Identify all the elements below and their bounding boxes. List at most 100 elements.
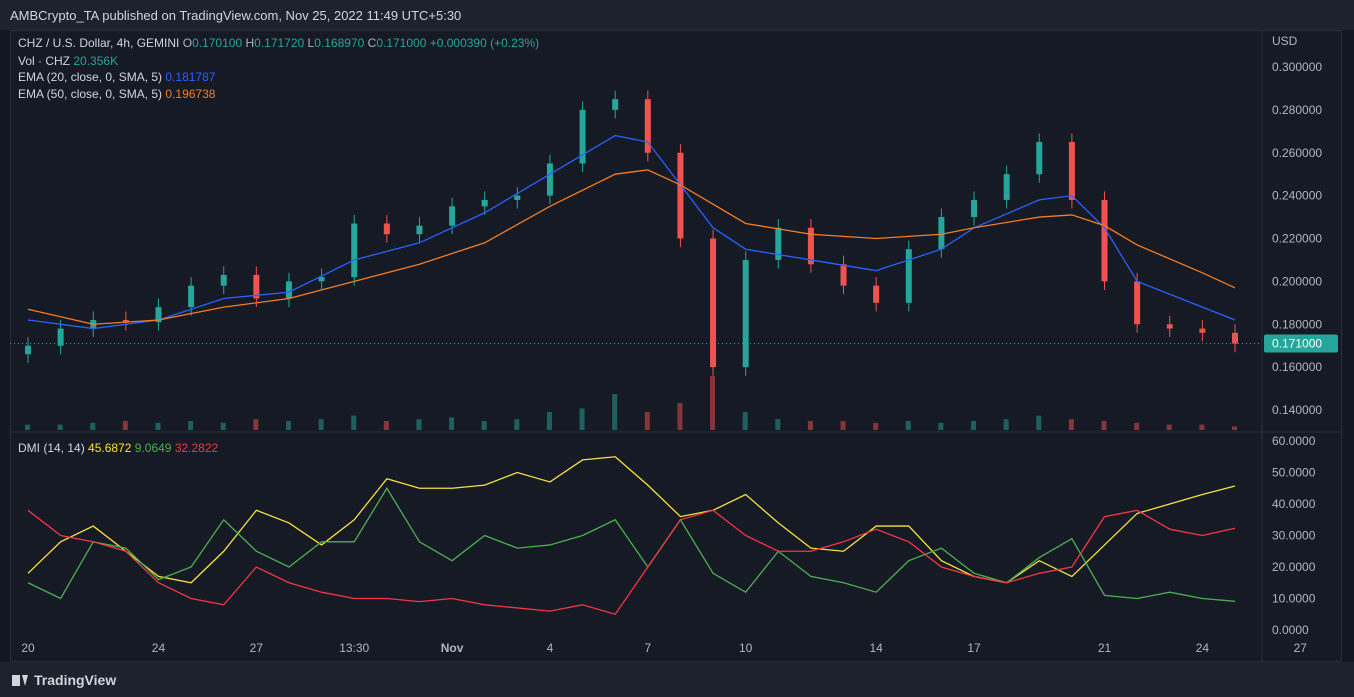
price-tick-label: 0.220000 <box>1272 232 1322 246</box>
chart-frame[interactable] <box>10 30 1342 662</box>
dmi-tick-label: 0.0000 <box>1272 623 1309 637</box>
x-tick-label: 10 <box>739 641 753 655</box>
volume-bar <box>122 421 128 430</box>
x-tick-label: 24 <box>1196 641 1210 655</box>
x-tick-label: 17 <box>967 641 981 655</box>
candle-body <box>416 225 423 235</box>
x-tick-label: 20 <box>21 641 35 655</box>
volume-bar <box>1232 426 1237 430</box>
candle-body <box>579 109 586 164</box>
candle-body <box>155 307 162 323</box>
candle-body <box>1232 332 1238 344</box>
volume-legend: Vol · CHZ 20.356K <box>18 54 118 68</box>
symbol-name: CHZ / U.S. Dollar, 4h, GEMINI <box>18 36 180 50</box>
ema20-line <box>27 134 1236 330</box>
x-tick-label: 7 <box>644 641 651 655</box>
volume-bar <box>1134 422 1140 430</box>
ema20-legend: EMA (20, close, 0, SMA, 5) 0.181787 <box>18 70 215 84</box>
volume-bar <box>1068 419 1074 430</box>
price-tick-label: 0.140000 <box>1272 403 1322 417</box>
ema50-value: 0.196738 <box>165 87 216 101</box>
candle-body <box>253 274 260 299</box>
dmi-legend: DMI (14, 14) 45.6872 9.0649 32.2822 <box>18 441 218 455</box>
ema50-line <box>27 169 1236 325</box>
volume-bar <box>90 422 96 430</box>
last-price-label: 0.171000 <box>1272 337 1322 351</box>
volume-bar <box>416 419 422 430</box>
price-tick-label: 0.240000 <box>1272 189 1322 203</box>
ema20-value: 0.181787 <box>165 70 216 84</box>
x-tick-label: 27 <box>1294 641 1308 655</box>
dmi-tick-label: 10.0000 <box>1272 592 1316 606</box>
candle-body <box>188 285 195 308</box>
symbol-legend: CHZ / U.S. Dollar, 4h, GEMINI O0.170100 … <box>18 36 539 50</box>
volume-bar <box>514 419 520 430</box>
tradingview-logo[interactable]: TradingView <box>12 672 116 688</box>
candle-body <box>351 223 358 278</box>
volume-bar <box>1199 424 1205 430</box>
volume-bar <box>1166 424 1172 430</box>
candle-body <box>840 264 847 286</box>
candle-body <box>775 227 782 260</box>
low-value: 0.168970 <box>314 36 365 50</box>
price-tick-label: 0.160000 <box>1272 360 1322 374</box>
candle-body <box>285 281 292 299</box>
x-tick-label: 27 <box>250 641 264 655</box>
minus-di-line <box>27 509 1236 616</box>
plus-di-line <box>27 487 1236 602</box>
candle-body <box>971 199 978 218</box>
candle-body <box>546 163 553 196</box>
volume-bar <box>188 421 194 430</box>
dmi-label: DMI (14, 14) <box>18 441 85 455</box>
volume-bar <box>285 421 291 430</box>
brand-name: TradingView <box>34 672 117 688</box>
volume-bar <box>742 412 748 430</box>
volume-bar <box>25 424 30 430</box>
volume-bar <box>1101 421 1107 430</box>
candle-body <box>25 345 31 355</box>
volume-bar <box>710 376 716 430</box>
candle-body <box>1166 324 1173 329</box>
volume-bar <box>449 417 455 430</box>
candle-body <box>644 99 651 153</box>
close-label: C <box>367 36 377 50</box>
adx-line <box>27 456 1236 584</box>
x-tick-label: 21 <box>1098 641 1112 655</box>
volume-bar <box>155 422 161 430</box>
volume-bar <box>318 419 324 430</box>
candle-body <box>1068 142 1075 200</box>
volume-bar <box>1003 419 1009 430</box>
volume-bar <box>775 419 781 430</box>
volume-bar <box>253 419 259 430</box>
volume-label: Vol · CHZ <box>18 54 71 68</box>
adx-value: 45.6872 <box>88 441 132 455</box>
ema50-legend: EMA (50, close, 0, SMA, 5) 0.196738 <box>18 87 215 101</box>
volume-bar <box>579 408 585 430</box>
candle-body <box>1036 142 1043 175</box>
candle-body <box>905 249 912 303</box>
x-tick-label: 4 <box>547 641 554 655</box>
x-tick-label: 14 <box>869 641 883 655</box>
tradingview-icon <box>12 674 28 686</box>
volume-bar <box>351 415 357 430</box>
high-value: 0.171720 <box>254 36 305 50</box>
price-axis-unit: USD <box>1272 34 1298 48</box>
price-tick-label: 0.180000 <box>1272 317 1322 331</box>
volume-bar <box>873 422 879 430</box>
volume-bar <box>905 421 911 430</box>
candle-body <box>807 227 814 265</box>
volume-bar <box>644 412 650 430</box>
volume-bar <box>807 421 813 430</box>
dmi-tick-label: 30.0000 <box>1272 529 1316 543</box>
candle-body <box>938 217 945 250</box>
candle-body <box>612 99 619 110</box>
ema50-label: EMA (50, close, 0, SMA, 5) <box>18 87 163 101</box>
x-tick-label: Nov <box>441 641 464 655</box>
change-value: +0.000390 (+0.23%) <box>429 36 540 50</box>
candle-body <box>1134 281 1141 325</box>
volume-bar <box>481 421 487 430</box>
volume-bar <box>57 424 63 430</box>
dmi-tick-label: 50.0000 <box>1272 466 1316 480</box>
volume-value: 20.356K <box>73 54 119 68</box>
